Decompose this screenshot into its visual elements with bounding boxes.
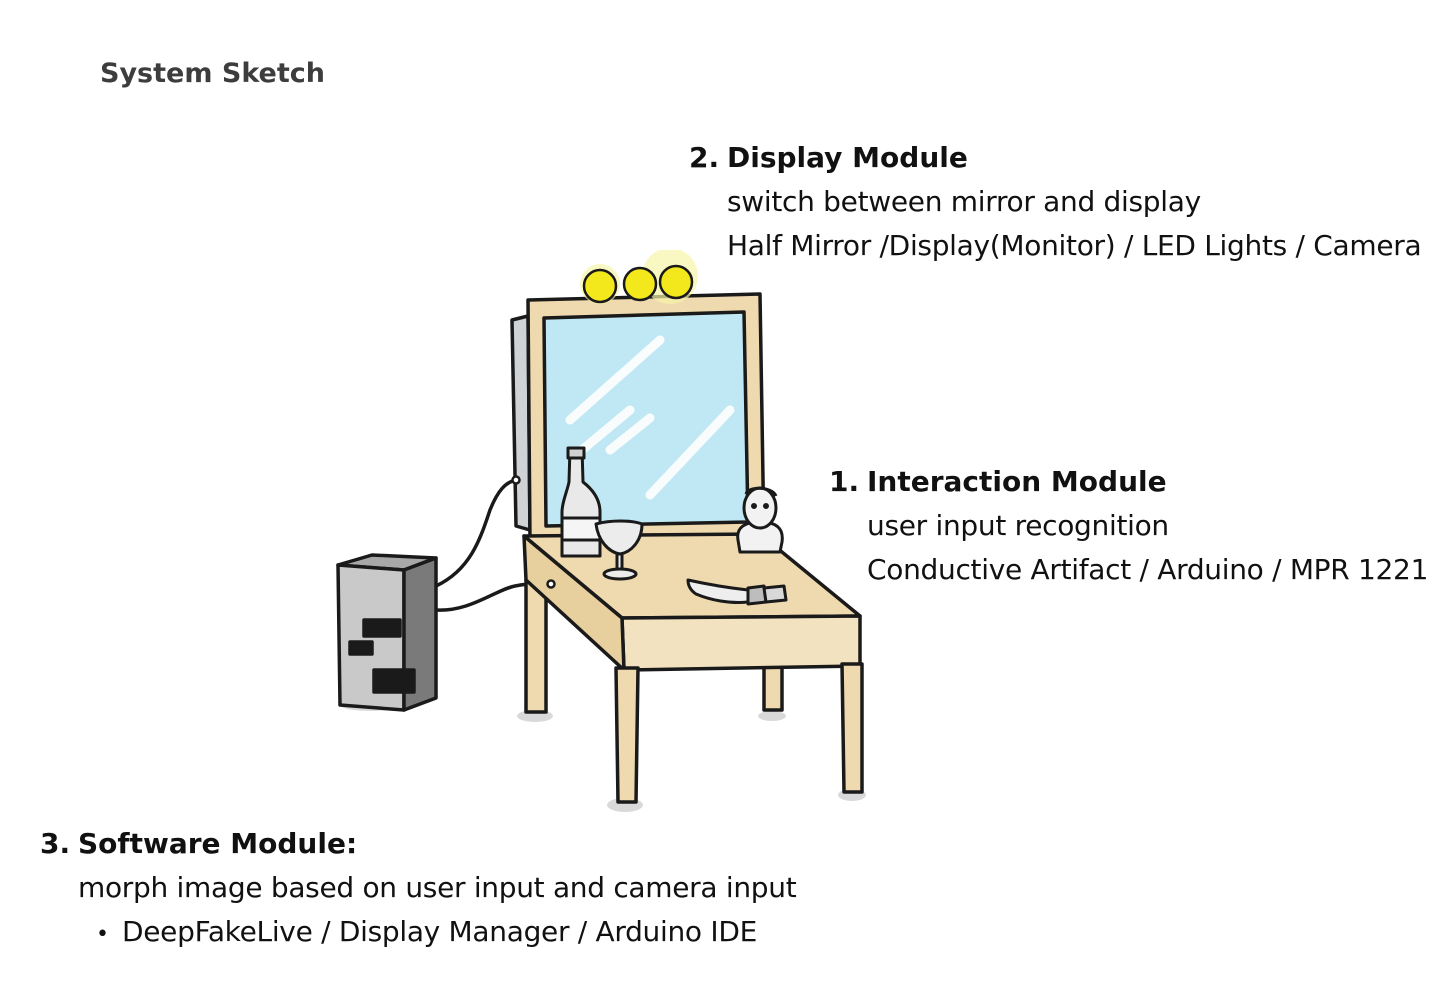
interaction-module-number: 1. <box>829 465 860 498</box>
table-icon <box>522 532 864 804</box>
interaction-module-components: Conductive Artifact / Arduino / MPR 1221 <box>867 553 1429 586</box>
display-module-name: Display Module <box>727 141 968 174</box>
display-module-annotation: 2. Display Module switch between mirror … <box>689 136 1422 268</box>
display-module-components: Half Mirror /Display(Monitor) / LED Ligh… <box>727 229 1422 262</box>
knife-icon <box>686 578 788 606</box>
goblet-icon <box>594 519 644 581</box>
bottle-icon <box>560 446 602 558</box>
floor-shadows <box>340 699 866 812</box>
interaction-module-name: Interaction Module <box>867 465 1167 498</box>
led-bulb-icon <box>582 268 618 304</box>
software-module-annotation: 3. Software Module: morph image based on… <box>40 822 797 957</box>
led-lights-icon <box>580 250 698 304</box>
software-module-description: morph image based on user input and came… <box>78 871 797 904</box>
interaction-module-heading: 1. Interaction Module <box>829 460 1428 504</box>
display-module-number: 2. <box>689 141 720 174</box>
software-module-bullet-item: • DeepFakeLive / Display Manager / Ardui… <box>40 910 796 957</box>
software-module-tools: DeepFakeLive / Display Manager / Arduino… <box>122 915 757 948</box>
display-module-description: switch between mirror and display <box>727 185 1201 218</box>
software-module-heading: 3. Software Module: <box>40 822 796 866</box>
bullet-icon: • <box>96 922 109 947</box>
software-module-number: 3. <box>40 827 71 860</box>
page-title: System Sketch <box>100 58 325 89</box>
interaction-module-description: user input recognition <box>867 509 1169 542</box>
interaction-module-annotation: 1. Interaction Module user input recogni… <box>829 460 1428 592</box>
mirror-icon <box>510 292 766 544</box>
connector-icon <box>511 475 556 589</box>
computer-tower-icon <box>336 553 438 712</box>
display-module-heading: 2. Display Module <box>689 136 1421 180</box>
led-bulb-icon <box>622 266 658 302</box>
bust-statue-icon <box>736 486 784 554</box>
system-sketch-illustration <box>336 250 866 812</box>
led-bulb-icon <box>658 264 694 300</box>
software-module-name: Software Module: <box>78 827 358 860</box>
